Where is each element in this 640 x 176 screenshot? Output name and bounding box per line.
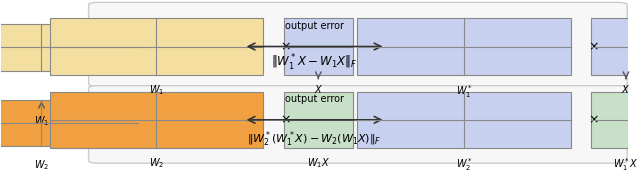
FancyBboxPatch shape — [591, 92, 640, 148]
FancyBboxPatch shape — [591, 18, 640, 75]
Text: $X$: $X$ — [621, 83, 630, 95]
Text: $W_1 X$: $W_1 X$ — [307, 156, 330, 170]
Text: $\times$: $\times$ — [588, 113, 598, 126]
Text: $W_1$: $W_1$ — [34, 114, 49, 128]
Text: $W_2$: $W_2$ — [148, 156, 164, 170]
Text: $W_2$: $W_2$ — [34, 158, 49, 172]
Text: output error: output error — [285, 94, 344, 104]
FancyBboxPatch shape — [88, 2, 627, 86]
FancyBboxPatch shape — [0, 100, 138, 146]
Text: $W_1^*$: $W_1^*$ — [456, 83, 472, 100]
Text: $\times$: $\times$ — [588, 40, 598, 53]
Text: $W_2^*$: $W_2^*$ — [456, 156, 472, 173]
Text: output error: output error — [285, 21, 344, 31]
Text: $W_1^* X$: $W_1^* X$ — [613, 156, 639, 173]
Text: $\|W_2^*(W_1^* X) - W_2(W_1 X)\|_F$: $\|W_2^*(W_1^* X) - W_2(W_1 X)\|_F$ — [247, 130, 382, 149]
Text: $W_1$: $W_1$ — [148, 83, 164, 97]
Text: $\|W_1^* X - W_1 X\|_F$: $\|W_1^* X - W_1 X\|_F$ — [271, 53, 358, 73]
FancyBboxPatch shape — [88, 86, 627, 163]
FancyBboxPatch shape — [50, 92, 263, 148]
FancyBboxPatch shape — [50, 18, 263, 75]
FancyBboxPatch shape — [0, 24, 138, 71]
Text: $\times$: $\times$ — [280, 40, 291, 53]
Text: $X$: $X$ — [314, 83, 323, 95]
FancyBboxPatch shape — [284, 18, 353, 75]
FancyBboxPatch shape — [357, 92, 571, 148]
FancyBboxPatch shape — [284, 92, 353, 148]
Text: $\times$: $\times$ — [280, 113, 291, 126]
FancyBboxPatch shape — [357, 18, 571, 75]
